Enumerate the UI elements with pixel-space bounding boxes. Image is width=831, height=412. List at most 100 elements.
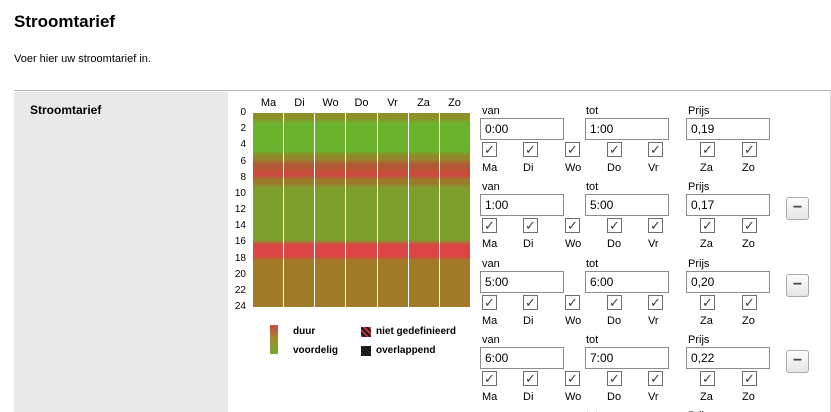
legend-label-voordelig: voordelig xyxy=(293,345,339,356)
day-checkbox-zo[interactable]: ✓ xyxy=(742,371,757,386)
chart-day-label: Wo xyxy=(322,97,339,109)
tariff-row: van tot Prijs ✓ ✓ ✓ ✓ ✓ ✓ ✓ Ma Di Wo Do … xyxy=(480,258,820,334)
chart-day-label: Za xyxy=(417,97,430,109)
day-label: Do xyxy=(607,238,622,250)
chart-day-label: Zo xyxy=(448,97,461,109)
legend-black-swatch xyxy=(361,346,371,356)
chart-day-label: Di xyxy=(294,97,305,109)
tot-input[interactable] xyxy=(585,118,669,140)
remove-row-button[interactable]: − xyxy=(786,197,809,220)
legend-label-niet-gedefinieerd: niet gedefinieerd xyxy=(376,326,457,337)
check-icon: ✓ xyxy=(567,218,578,233)
van-label: van xyxy=(482,181,500,193)
day-label: Do xyxy=(607,315,622,327)
day-label: Zo xyxy=(742,238,755,250)
heatmap-column-za xyxy=(408,113,439,307)
tariff-row: van tot Prijs ✓ ✓ ✓ ✓ ✓ ✓ ✓ Ma Di Wo Do … xyxy=(480,181,820,257)
hour-tick: 12 xyxy=(234,204,246,215)
day-label: Do xyxy=(607,162,622,174)
day-label: Za xyxy=(700,162,713,174)
legend-label-overlappend: overlappend xyxy=(376,345,436,356)
day-checkbox-zo[interactable]: ✓ xyxy=(742,142,757,157)
check-icon: ✓ xyxy=(702,371,713,386)
day-label: Zo xyxy=(742,391,755,403)
day-label: Do xyxy=(607,391,622,403)
day-checkbox-di[interactable]: ✓ xyxy=(523,218,538,233)
day-checkbox-di[interactable]: ✓ xyxy=(523,295,538,310)
day-label: Di xyxy=(523,238,534,250)
heatmap-column-zo xyxy=(439,113,470,307)
heatmap-column-do xyxy=(346,113,377,307)
day-label: Za xyxy=(700,315,713,327)
remove-row-button[interactable]: − xyxy=(786,274,809,297)
day-checkbox-ma[interactable]: ✓ xyxy=(482,218,497,233)
check-icon: ✓ xyxy=(744,218,755,233)
prijs-label: Prijs xyxy=(688,181,710,193)
prijs-input[interactable] xyxy=(686,118,770,140)
van-input[interactable] xyxy=(480,194,564,216)
day-checkbox-do[interactable]: ✓ xyxy=(607,218,622,233)
day-checkbox-za[interactable]: ✓ xyxy=(700,142,715,157)
day-checkbox-wo[interactable]: ✓ xyxy=(565,142,580,157)
day-checkbox-vr[interactable]: ✓ xyxy=(648,371,663,386)
day-label: Di xyxy=(523,391,534,403)
day-checkbox-ma[interactable]: ✓ xyxy=(482,295,497,310)
prijs-input[interactable] xyxy=(686,194,770,216)
day-checkbox-za[interactable]: ✓ xyxy=(700,371,715,386)
day-label: Ma xyxy=(482,315,498,327)
day-label: Vr xyxy=(648,162,659,174)
remove-row-button[interactable]: − xyxy=(786,350,809,373)
heatmap-column-wo xyxy=(315,113,346,307)
day-checkbox-ma[interactable]: ✓ xyxy=(482,142,497,157)
prijs-label: Prijs xyxy=(688,410,709,412)
check-icon: ✓ xyxy=(609,142,620,157)
day-checkbox-zo[interactable]: ✓ xyxy=(742,218,757,233)
van-input[interactable] xyxy=(480,118,564,140)
day-checkbox-wo[interactable]: ✓ xyxy=(565,295,580,310)
check-icon: ✓ xyxy=(702,142,713,157)
day-checkbox-wo[interactable]: ✓ xyxy=(565,218,580,233)
day-checkbox-di[interactable]: ✓ xyxy=(523,142,538,157)
van-input[interactable] xyxy=(480,271,564,293)
legend-label-duur: duur xyxy=(293,326,316,337)
day-checkbox-vr[interactable]: ✓ xyxy=(648,295,663,310)
check-icon: ✓ xyxy=(650,218,661,233)
day-checkbox-za[interactable]: ✓ xyxy=(700,295,715,310)
day-checkbox-do[interactable]: ✓ xyxy=(607,371,622,386)
day-checkbox-vr[interactable]: ✓ xyxy=(648,142,663,157)
prijs-label: Prijs xyxy=(688,334,710,346)
stroomtarief-section: Stroomtarief xyxy=(14,90,831,412)
check-icon: ✓ xyxy=(744,371,755,386)
hour-tick: 16 xyxy=(234,236,246,247)
tot-input[interactable] xyxy=(585,194,669,216)
van-label: van xyxy=(482,258,500,270)
prijs-input[interactable] xyxy=(686,271,770,293)
tot-input[interactable] xyxy=(585,271,669,293)
check-icon: ✓ xyxy=(609,218,620,233)
tot-label: tot xyxy=(586,105,599,117)
day-checkbox-zo[interactable]: ✓ xyxy=(742,295,757,310)
check-icon: ✓ xyxy=(484,295,495,310)
day-label: Ma xyxy=(482,391,498,403)
hour-tick: 0 xyxy=(240,107,246,118)
day-checkbox-do[interactable]: ✓ xyxy=(607,295,622,310)
day-checkbox-vr[interactable]: ✓ xyxy=(648,218,663,233)
tariff-heatmap xyxy=(253,113,470,307)
prijs-input[interactable] xyxy=(686,347,770,369)
check-icon: ✓ xyxy=(525,218,536,233)
check-icon: ✓ xyxy=(567,295,578,310)
check-icon: ✓ xyxy=(744,142,755,157)
check-icon: ✓ xyxy=(525,142,536,157)
tot-input[interactable] xyxy=(585,347,669,369)
day-checkbox-do[interactable]: ✓ xyxy=(607,142,622,157)
day-checkbox-za[interactable]: ✓ xyxy=(700,218,715,233)
day-checkbox-di[interactable]: ✓ xyxy=(523,371,538,386)
day-label: Ma xyxy=(482,162,498,174)
van-input[interactable] xyxy=(480,347,564,369)
day-label: Vr xyxy=(648,391,659,403)
day-checkbox-ma[interactable]: ✓ xyxy=(482,371,497,386)
chart-day-label: Ma xyxy=(260,97,277,109)
side-panel: Stroomtarief xyxy=(14,92,228,412)
day-checkbox-wo[interactable]: ✓ xyxy=(565,371,580,386)
